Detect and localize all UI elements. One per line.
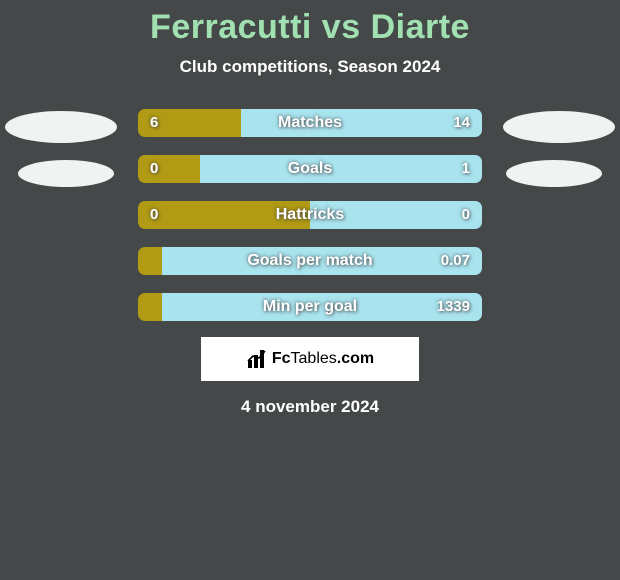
- stat-bar: [138, 109, 482, 137]
- date-label: 4 november 2024: [0, 397, 620, 417]
- stat-bar-left-segment: [138, 201, 310, 229]
- canvas: Ferracutti vs Diarte Club competitions, …: [0, 0, 620, 580]
- stat-bar-right-segment: [162, 293, 482, 321]
- stat-bar: [138, 201, 482, 229]
- page-title: Ferracutti vs Diarte: [0, 0, 620, 47]
- stat-bar-right-segment: [200, 155, 482, 183]
- stat-bar-right-segment: [241, 109, 482, 137]
- stat-row: Goals01: [0, 155, 620, 201]
- stat-bar-left-segment: [138, 293, 162, 321]
- player-disc-left: [18, 160, 114, 187]
- player-disc-left: [5, 111, 117, 143]
- player-disc-right: [503, 111, 615, 143]
- stat-bar-left-segment: [138, 247, 162, 275]
- branding-banner[interactable]: FcTables.com: [201, 337, 419, 381]
- stat-bar-left-segment: [138, 109, 241, 137]
- stat-row: Goals per match0.07: [0, 247, 620, 293]
- stat-bar-right-segment: [162, 247, 482, 275]
- stat-bar-left-segment: [138, 155, 200, 183]
- stat-bar: [138, 293, 482, 321]
- stat-bar: [138, 247, 482, 275]
- stat-bar-right-segment: [310, 201, 482, 229]
- branding-label: FcTables.com: [272, 350, 374, 368]
- stat-row: Matches614: [0, 109, 620, 155]
- subtitle: Club competitions, Season 2024: [0, 57, 620, 77]
- stat-row: Hattricks00: [0, 201, 620, 247]
- stats-container: Matches614Goals01Hattricks00Goals per ma…: [0, 109, 620, 339]
- branding-banner-holder: FcTables.com: [0, 337, 620, 381]
- stat-row: Min per goal1339: [0, 293, 620, 339]
- bars-icon: [246, 348, 268, 370]
- stat-bar: [138, 155, 482, 183]
- player-disc-right: [506, 160, 602, 187]
